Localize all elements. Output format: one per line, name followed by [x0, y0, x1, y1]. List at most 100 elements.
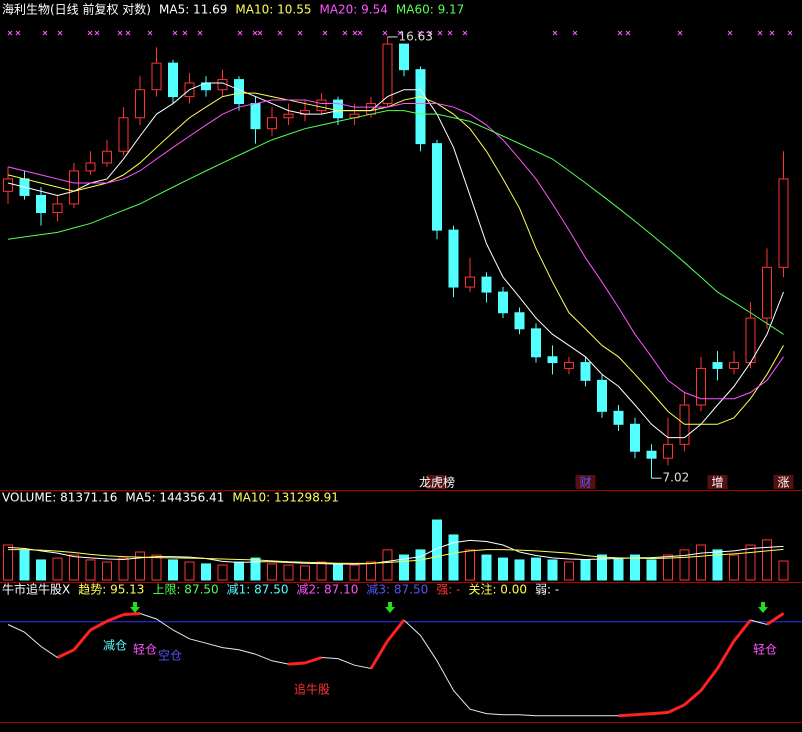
candle-body [382, 43, 393, 105]
candle-body [646, 450, 657, 459]
marker [87, 30, 93, 36]
volume-bar [382, 549, 393, 581]
candle-body [267, 117, 277, 130]
ma-line [7, 99, 784, 400]
legend-label: 强: - [436, 583, 460, 597]
event-box [427, 475, 447, 489]
legend-label: MA5: 144356.41 [125, 491, 224, 505]
candle-body [630, 423, 640, 452]
volume-bar [465, 549, 475, 581]
rising-segment [56, 648, 75, 659]
volume-bar [531, 557, 541, 581]
marker [462, 30, 468, 36]
candle-body [168, 62, 178, 98]
legend-label: MA60: 9.17 [396, 3, 464, 17]
marker [397, 30, 403, 36]
signal-note: 追牛股 [294, 682, 330, 697]
event-label: 财 [579, 476, 591, 490]
candle-body [729, 362, 739, 369]
volume-bar [498, 557, 508, 581]
signal-note: 轻仓 [133, 643, 157, 657]
volume-bar [432, 519, 442, 581]
signal-note: 轻仓 [753, 643, 777, 657]
volume-bar [118, 557, 129, 581]
volume-bar [85, 559, 96, 581]
legend-label: 减3: 87.50 [366, 583, 428, 597]
marker [182, 30, 188, 36]
candle-body [498, 291, 508, 314]
marker [625, 30, 631, 36]
volume-bar [168, 559, 178, 581]
volume-ma-line [8, 548, 784, 564]
marker [437, 30, 443, 36]
event-label: 龙虎榜 [419, 475, 455, 490]
volume-bar [201, 563, 211, 581]
marker [277, 30, 283, 36]
rising-segment [106, 613, 125, 623]
event-box [773, 475, 794, 489]
volume-bar [135, 551, 145, 581]
rising-segment [732, 619, 752, 642]
volume-bar [267, 563, 277, 581]
marker [15, 30, 21, 36]
legend-label: 牛市追牛股X [2, 582, 70, 597]
volume-bar [52, 557, 63, 581]
candle-body [36, 194, 46, 213]
volume-bar [102, 561, 112, 581]
candle-body [778, 178, 789, 268]
rising-segment [304, 656, 322, 665]
marker [322, 30, 328, 36]
marker [427, 30, 433, 36]
rising-segment [651, 711, 669, 716]
volume-bar [580, 559, 591, 581]
marker [769, 30, 775, 36]
marker [57, 30, 63, 36]
volume-bar [663, 554, 673, 581]
volume-bar [283, 564, 294, 581]
legend-label: 减1: 87.50 [227, 583, 289, 597]
volume-bar [597, 554, 607, 581]
candle-body [52, 203, 63, 213]
volume-bar [415, 549, 426, 581]
marker [172, 30, 178, 36]
annotation-label: 16.63 [399, 29, 433, 43]
marker [352, 30, 358, 36]
candle-body [613, 410, 624, 425]
annotation-label: 7.02 [663, 471, 690, 485]
volume-bar [300, 565, 310, 581]
marker [677, 30, 683, 36]
candle-body [283, 113, 294, 119]
volume-bar [564, 561, 574, 581]
legend-label: 上限: 87.50 [152, 583, 218, 597]
volume-bar [349, 564, 360, 581]
candle-body [316, 99, 327, 112]
marker [357, 30, 363, 36]
candle-body [712, 362, 723, 369]
marker [197, 30, 203, 36]
volume-ma-line [7, 539, 784, 565]
candle-body [102, 150, 112, 164]
candle-body [3, 178, 13, 192]
candle-body [564, 362, 574, 369]
marker [252, 30, 258, 36]
candle-body [399, 43, 409, 71]
marker [757, 30, 763, 36]
volume-bar [712, 549, 723, 581]
signal-note: 减仓 [103, 639, 127, 653]
marker [125, 30, 131, 36]
volume-bar [729, 554, 739, 581]
signal-arrow [758, 602, 768, 613]
candle-body [366, 103, 376, 115]
candle-body [481, 276, 492, 293]
signal-note: 空仓 [158, 649, 182, 663]
legend-label: MA5: 11.69 [159, 3, 227, 17]
volume-bar [217, 564, 228, 581]
candle-body [465, 276, 475, 288]
volume-bar [547, 559, 558, 581]
marker [117, 30, 123, 36]
legend-label: MA10: 10.55 [235, 3, 311, 17]
event-label: 涨 [777, 475, 789, 490]
signal-arrow [130, 602, 140, 613]
